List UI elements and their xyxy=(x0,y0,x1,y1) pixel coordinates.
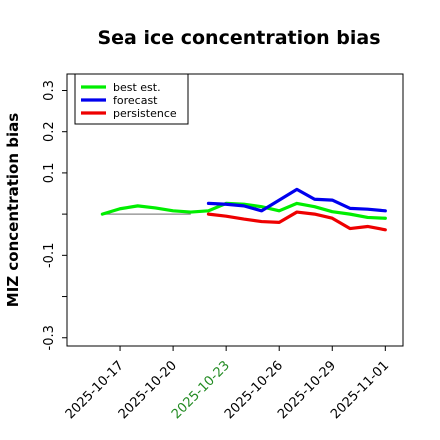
series-line-best-est xyxy=(100,201,387,220)
legend-label: persistence xyxy=(113,107,177,120)
plot-frame xyxy=(66,73,404,347)
series-layer xyxy=(100,187,387,232)
y-axis-label: MIZ concentration bias xyxy=(4,113,22,307)
y-tick-label: 0.2 xyxy=(42,121,57,142)
x-axis-ticks: 2025-10-172025-10-202025-10-232025-10-26… xyxy=(63,346,392,422)
legend-box xyxy=(74,73,189,125)
legend-label: best est. xyxy=(113,81,161,94)
y-axis-ticks: -0.3 -0.1 0.1 0.2 0.3 xyxy=(42,80,67,350)
chart-title: Sea ice concentration bias xyxy=(97,27,380,49)
series-line-forecast xyxy=(206,187,387,213)
y-tick-label: 0.1 xyxy=(42,163,57,184)
legend-label: forecast xyxy=(113,94,158,107)
y-tick-label: 0.3 xyxy=(42,80,57,101)
y-tick-label: -0.3 xyxy=(42,325,57,350)
series-line-persistence xyxy=(206,210,387,232)
y-tick-label: -0.1 xyxy=(42,243,57,268)
